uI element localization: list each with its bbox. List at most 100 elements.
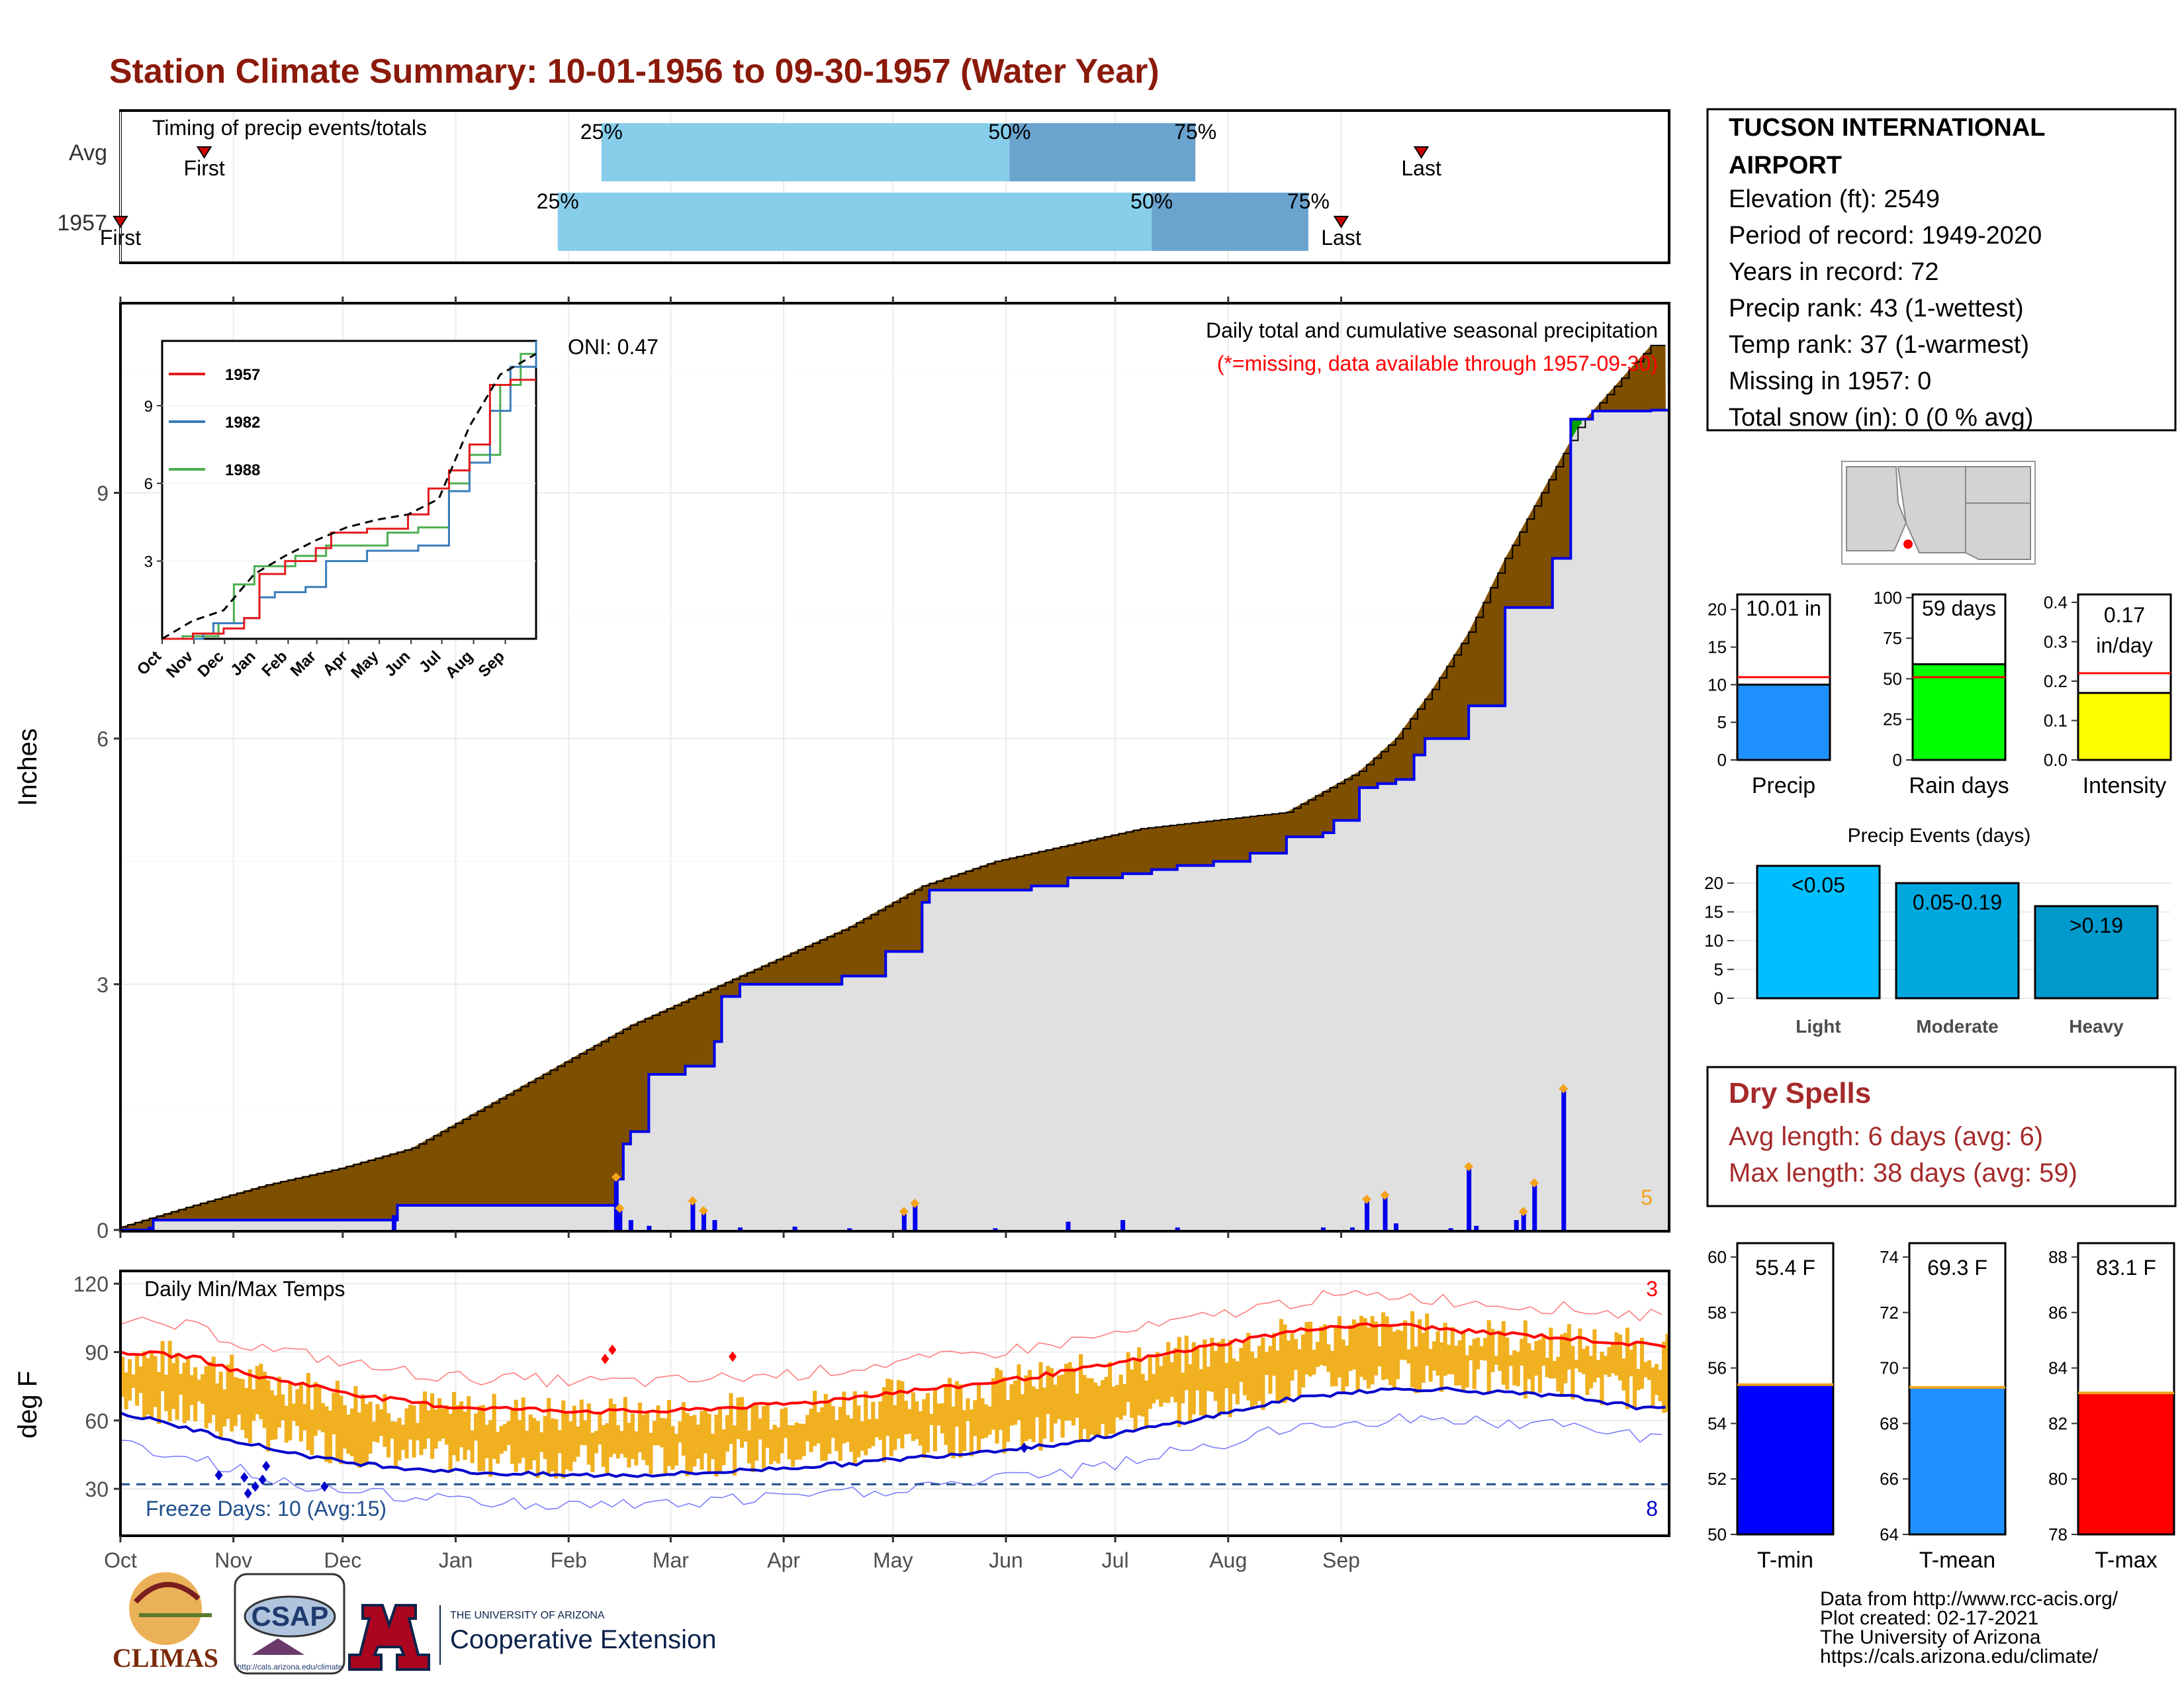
daily-temp-range-bar	[619, 1430, 624, 1454]
last-event-label: Last	[1401, 156, 1441, 180]
daily-temp-range-bar	[784, 1407, 788, 1438]
daily-temp-range-bar	[765, 1402, 770, 1448]
daily-temp-range-bar	[1261, 1337, 1265, 1410]
daily-temp-range-bar	[1060, 1374, 1065, 1438]
daily-temp-range-bar	[936, 1403, 941, 1426]
daily-temp-range-bar	[736, 1397, 741, 1440]
texas-state-shape	[1965, 502, 2031, 560]
month-label: Jul	[1102, 1548, 1129, 1572]
daily-temp-range-bar	[171, 1363, 176, 1409]
daily-temp-range-bar	[211, 1356, 216, 1415]
events-ytick-label: 20	[1704, 873, 1723, 893]
daily-temp-range-bar	[1574, 1360, 1578, 1369]
daily-temp-range-bar	[371, 1421, 377, 1442]
record-low-marker	[251, 1481, 259, 1492]
daily-temp-range-bar	[1508, 1354, 1513, 1366]
daily-temp-range-bar	[1122, 1384, 1127, 1416]
daily-temp-range-bar	[408, 1405, 413, 1440]
daily-temp-range-bar	[1388, 1324, 1393, 1385]
daily-temp-range-bar	[1046, 1366, 1050, 1415]
daily-temp-range-bar	[1359, 1315, 1364, 1378]
events-bar-label: >0.19	[2070, 914, 2123, 937]
mini-bar-ytick-label: 0.2	[2044, 671, 2068, 691]
daily-temp-range-bar	[1370, 1316, 1375, 1385]
daily-temp-range-bar	[484, 1425, 489, 1458]
daily-temp-range-bar	[1089, 1378, 1094, 1435]
daily-temp-range-bar	[262, 1372, 267, 1429]
daily-temp-range-bar	[681, 1402, 686, 1456]
daily-temp-range-bar	[813, 1390, 817, 1446]
daily-temp-range-bar	[951, 1406, 956, 1458]
timing-pct-25: 25%	[580, 120, 623, 144]
last-event-marker	[1413, 146, 1430, 159]
daily-temp-range-bar	[1490, 1329, 1495, 1372]
daily-temp-range-bar	[1155, 1352, 1160, 1400]
timing-bar-50-75	[1009, 123, 1196, 181]
daily-temp-range-bar	[208, 1362, 212, 1423]
page-title: Station Climate Summary: 10-01-1956 to 0…	[109, 52, 1160, 91]
daily-temp-range-bar	[721, 1429, 726, 1466]
daily-temp-range-bar	[222, 1389, 227, 1427]
daily-temp-range-bar	[900, 1381, 905, 1449]
daily-temp-range-bar	[1534, 1341, 1539, 1376]
daily-temp-range-bar	[805, 1415, 810, 1442]
first-event-label: First	[100, 226, 141, 250]
temp-bar-ytick-label: 84	[2048, 1358, 2068, 1378]
daily-temp-range-bar	[521, 1397, 525, 1458]
timing-row-1957-label: 1957	[57, 211, 107, 236]
daily-temp-range-bar	[332, 1392, 336, 1434]
daily-temp-range-bar	[204, 1366, 208, 1429]
timing-label: Timing of precip events/totals	[152, 116, 427, 140]
daily-temp-range-bar	[598, 1412, 602, 1445]
daily-temp-range-bar	[1432, 1341, 1437, 1371]
daily-temp-range-bar	[576, 1426, 580, 1457]
daily-temp-range-bar	[404, 1408, 409, 1459]
temp-panel-frame	[119, 1270, 1670, 1537]
daily-temp-range-bar	[656, 1405, 660, 1446]
daily-temp-range-bar	[1585, 1346, 1590, 1395]
heavy-event-marker	[1518, 1207, 1528, 1217]
events-bar-label: 0.05-0.19	[1913, 890, 2002, 914]
station-temp-rank: Temp rank: 37 (1-warmest)	[1729, 331, 2029, 359]
daily-temp-range-bar	[569, 1421, 573, 1472]
daily-temp-range-bar	[273, 1395, 278, 1440]
record-low-marker	[258, 1474, 267, 1485]
daily-temp-range-bar	[433, 1409, 438, 1449]
inset-frame	[161, 340, 537, 640]
colorado-state-shape	[1965, 466, 2031, 504]
precip-ytick-label: 6	[97, 727, 109, 751]
inset-ytick-label: 6	[144, 475, 153, 493]
daily-temp-range-bar	[186, 1358, 191, 1421]
daily-temp-range-bar	[787, 1425, 792, 1460]
daily-temp-range-bar	[561, 1400, 566, 1479]
daily-temp-range-bar	[1654, 1364, 1659, 1395]
daily-temp-range-bar	[179, 1374, 183, 1395]
temp-bar-value-label: 83.1 F	[2096, 1256, 2156, 1280]
daily-temp-range-bar	[998, 1370, 1003, 1430]
daily-temp-range-bar	[467, 1396, 471, 1450]
daily-temp-range-bar	[947, 1378, 952, 1456]
daily-precip-bar	[1349, 1227, 1355, 1230]
daily-temp-range-bar	[769, 1429, 774, 1465]
mini-bar-ytick-label: 0	[1893, 750, 1902, 770]
daily-temp-range-bar	[776, 1427, 781, 1464]
daily-temp-range-bar	[1250, 1351, 1254, 1408]
daily-temp-range-bar	[918, 1411, 923, 1446]
station-snow: Total snow (in): 0 (0 % avg)	[1729, 404, 2033, 432]
daily-temp-range-bar	[1271, 1333, 1276, 1376]
month-label: Apr	[767, 1548, 800, 1572]
daily-temp-range-bar	[1181, 1372, 1185, 1404]
daily-temp-range-bar	[1399, 1331, 1404, 1360]
daily-temp-range-bar	[838, 1407, 842, 1461]
daily-temp-range-bar	[1651, 1367, 1655, 1406]
dry-spells-avg: Avg length: 6 days (avg: 6)	[1729, 1122, 2043, 1151]
record-high-marker	[601, 1353, 610, 1364]
daily-temp-range-bar	[645, 1411, 649, 1466]
daily-temp-range-bar	[907, 1409, 912, 1434]
mini-bar-ytick-label: 20	[1707, 600, 1727, 620]
daily-temp-range-bar	[1596, 1360, 1600, 1378]
daily-temp-range-bar	[966, 1398, 970, 1421]
daily-temp-range-bar	[1363, 1318, 1367, 1380]
